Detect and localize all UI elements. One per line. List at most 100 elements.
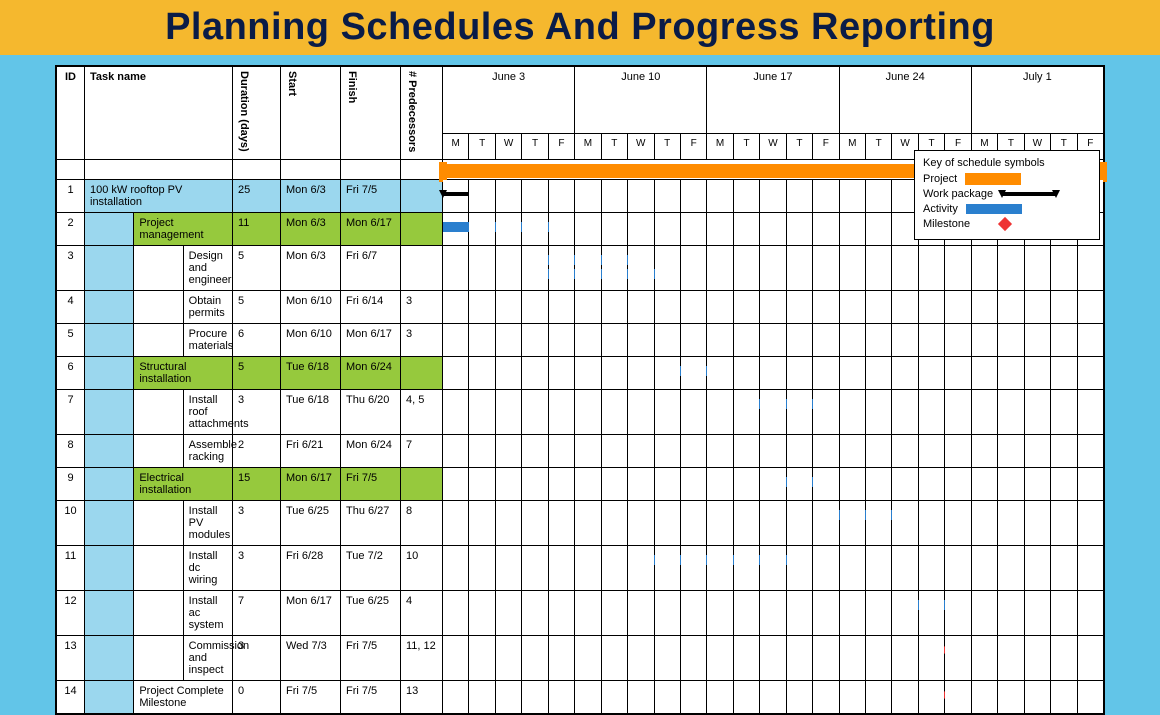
gantt-day-cell xyxy=(998,546,1024,591)
gantt-day-cell xyxy=(707,435,733,468)
gantt-day-cell xyxy=(892,468,918,501)
header-row-1: ID Task name Duration (days) Start Finis… xyxy=(57,67,1104,134)
gantt-day-cell xyxy=(680,435,706,468)
cell-fin: Mon 6/17 xyxy=(341,213,401,246)
gantt-day-cell xyxy=(892,357,918,390)
gantt-day-cell xyxy=(707,681,733,714)
gantt-day-cell xyxy=(1024,435,1050,468)
cell-pred: 13 xyxy=(401,681,443,714)
cell-fin: Mon 6/17 xyxy=(341,324,401,357)
day-hdr: M xyxy=(575,134,601,160)
gantt-day-cell xyxy=(548,213,574,246)
cell-pred xyxy=(401,246,443,291)
gantt-day-cell xyxy=(945,324,971,357)
cell-dur: 3 xyxy=(233,636,281,681)
day-hdr: F xyxy=(548,134,574,160)
gantt-day-cell xyxy=(628,357,654,390)
task-row: 14Project Complete Milestone0Fri 7/5Fri … xyxy=(57,681,1104,714)
legend-milestone-swatch xyxy=(998,217,1012,231)
gantt-day-cell xyxy=(1051,501,1077,546)
gantt-day-cell xyxy=(469,324,495,357)
gantt-day-cell xyxy=(654,546,680,591)
gantt-day-cell xyxy=(495,636,521,681)
task-row: 13Commission and inspect3Wed 7/3Fri 7/51… xyxy=(57,636,1104,681)
gantt-day-cell xyxy=(813,291,839,324)
gantt-day-cell xyxy=(971,390,997,435)
gantt-day-cell xyxy=(813,357,839,390)
gantt-day-cell xyxy=(998,357,1024,390)
gantt-day-cell xyxy=(522,324,548,357)
indent xyxy=(134,291,183,324)
gantt-day-cell xyxy=(892,435,918,468)
gantt-day-cell xyxy=(1024,324,1050,357)
gantt-day-cell xyxy=(918,357,944,390)
day-hdr: T xyxy=(522,134,548,160)
cell-dur: 25 xyxy=(233,180,281,213)
gantt-day-cell xyxy=(522,681,548,714)
cell-id: 13 xyxy=(57,636,85,681)
gantt-day-cell xyxy=(707,291,733,324)
cell-pred: 11, 12 xyxy=(401,636,443,681)
week-0: June 3 xyxy=(443,67,575,134)
gantt-day-cell xyxy=(892,291,918,324)
gantt-day-cell xyxy=(839,546,865,591)
gantt-day-cell xyxy=(945,468,971,501)
indent xyxy=(85,636,134,681)
gantt-day-cell xyxy=(971,681,997,714)
gantt-day-cell xyxy=(813,468,839,501)
gantt-day-cell xyxy=(998,291,1024,324)
gantt-day-cell xyxy=(654,435,680,468)
gantt-day-cell xyxy=(628,435,654,468)
cell-pred: 10 xyxy=(401,546,443,591)
cell-task: Project Complete Milestone xyxy=(134,681,233,714)
gantt-day-cell xyxy=(1024,390,1050,435)
gantt-day-cell xyxy=(786,390,812,435)
gantt-day-cell xyxy=(786,681,812,714)
gantt-day-cell xyxy=(1024,501,1050,546)
gantt-day-cell xyxy=(813,681,839,714)
cell-fin: Fri 6/7 xyxy=(341,246,401,291)
gantt-day-cell xyxy=(786,291,812,324)
gantt-day-cell xyxy=(628,180,654,213)
gantt-day-cell xyxy=(1077,291,1104,324)
gantt-day-cell xyxy=(522,468,548,501)
cell-pred: 4, 5 xyxy=(401,390,443,435)
cell-fin: Mon 6/24 xyxy=(341,357,401,390)
gantt-day-cell xyxy=(601,357,627,390)
gantt-day-cell xyxy=(1077,246,1104,291)
gantt-day-cell xyxy=(601,501,627,546)
gantt-day-cell xyxy=(839,246,865,291)
cell-pred xyxy=(401,468,443,501)
gantt-day-cell xyxy=(654,501,680,546)
indent xyxy=(85,324,134,357)
week-1: June 10 xyxy=(575,67,707,134)
cell-id: 4 xyxy=(57,291,85,324)
gantt-day-cell xyxy=(575,681,601,714)
gantt-day-cell xyxy=(866,501,892,546)
gantt-day-cell xyxy=(866,435,892,468)
gantt-day-cell xyxy=(469,501,495,546)
legend-project: Project xyxy=(923,173,1091,185)
gantt-day-cell xyxy=(733,501,759,546)
gantt-day-cell xyxy=(522,435,548,468)
cell-start: Fri 6/28 xyxy=(281,546,341,591)
gantt-day-cell xyxy=(680,468,706,501)
gantt-day-cell xyxy=(786,636,812,681)
gantt-day-cell xyxy=(1024,681,1050,714)
gantt-day-cell xyxy=(495,546,521,591)
gantt-day-cell xyxy=(601,291,627,324)
gantt-day-cell xyxy=(522,546,548,591)
gantt-day-cell xyxy=(813,435,839,468)
gantt-day-cell xyxy=(548,390,574,435)
day-hdr: T xyxy=(601,134,627,160)
gantt-day-cell xyxy=(601,546,627,591)
gantt-day-cell xyxy=(680,501,706,546)
gantt-day-cell xyxy=(628,213,654,246)
day-hdr: M xyxy=(443,134,469,160)
gantt-day-cell xyxy=(839,435,865,468)
task-row: 7Install roof attachments3Tue 6/18Thu 6/… xyxy=(57,390,1104,435)
legend-project-swatch xyxy=(965,173,1021,185)
gantt-day-cell xyxy=(813,246,839,291)
cell-pred xyxy=(401,357,443,390)
gantt-day-cell xyxy=(892,546,918,591)
